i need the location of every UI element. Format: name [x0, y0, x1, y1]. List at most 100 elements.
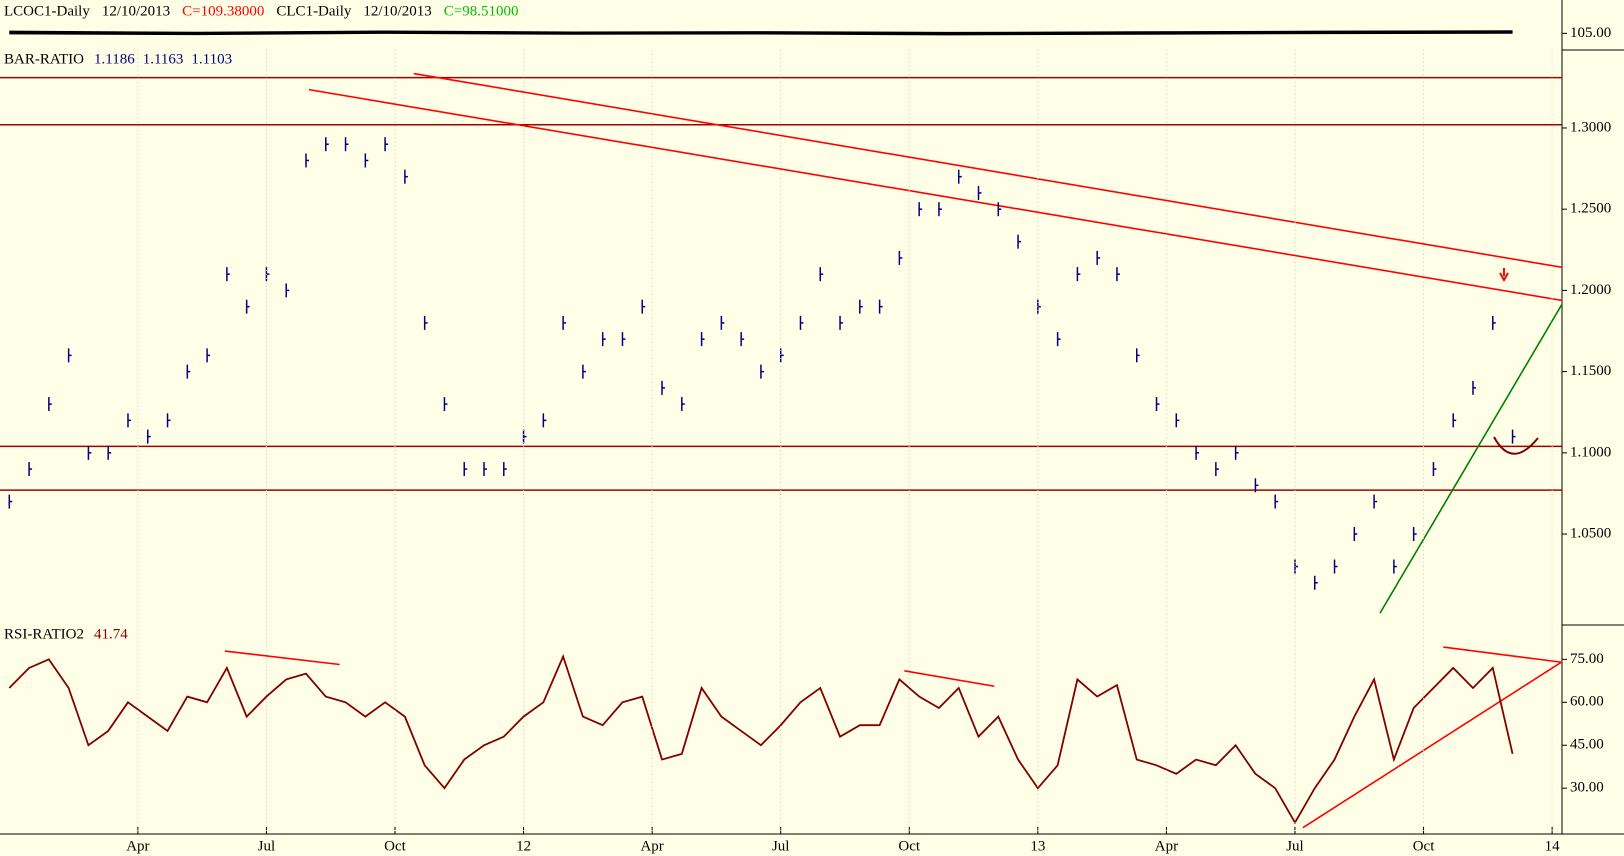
- x-tick-label: 13: [1030, 838, 1045, 854]
- last-value: 1.1103: [191, 51, 232, 67]
- legend-date: 12/10/2013: [363, 3, 431, 19]
- price-bar: [799, 315, 804, 330]
- price-bar: [1412, 527, 1417, 542]
- price-bar: [1234, 445, 1239, 460]
- y-tick-label: 105.00: [1570, 25, 1611, 41]
- price-bar: [226, 267, 230, 282]
- price-bar: [1175, 413, 1180, 428]
- price-bar: [641, 299, 646, 314]
- x-tick-label: Oct: [898, 838, 920, 854]
- y-tick-label: 60.00: [1570, 694, 1604, 710]
- x-tick-label: Jul: [772, 838, 790, 854]
- price-bar: [1373, 494, 1378, 509]
- price-bar: [1135, 348, 1140, 363]
- price-bar: [621, 332, 626, 347]
- panel-title: BAR-RATIO: [4, 51, 84, 67]
- trendline: [1379, 302, 1562, 614]
- x-tick-label: Oct: [1413, 838, 1435, 854]
- trendline: [413, 72, 1562, 269]
- price-bar: [1511, 429, 1516, 444]
- price-bar: [1353, 527, 1358, 542]
- price-bar: [67, 348, 72, 363]
- legend-last-label: C=109.38000: [182, 3, 264, 19]
- legend-date: 12/10/2013: [102, 3, 170, 19]
- price-bar: [1314, 575, 1318, 590]
- price-bar: [1432, 462, 1437, 477]
- legend-name: CLC1-Daily: [276, 3, 351, 19]
- price-bar: [938, 202, 942, 217]
- price-bar: [1076, 267, 1081, 282]
- price-bar: [344, 137, 349, 152]
- price-bar: [760, 364, 764, 379]
- price-bar: [918, 202, 923, 217]
- legend-last-label: C=98.51000: [444, 3, 519, 19]
- price-bar: [977, 185, 982, 200]
- price-line: [9, 31, 1513, 36]
- price-line: [9, 30, 1513, 34]
- price-bar: [1452, 413, 1457, 428]
- x-tick-label: Jul: [258, 838, 276, 854]
- last-value: 1.1186: [94, 51, 135, 67]
- x-tick-label: Apr: [126, 838, 149, 854]
- trendline: [308, 88, 1562, 302]
- price-bar: [898, 250, 903, 265]
- price-bar: [127, 413, 131, 428]
- price-bar: [700, 332, 705, 347]
- price-bar: [1155, 397, 1160, 412]
- price-bar: [878, 299, 883, 314]
- y-tick-label: 1.0500: [1570, 525, 1611, 541]
- price-bar: [166, 413, 171, 428]
- price-bar: [839, 315, 844, 330]
- panel-title: RSI-RATIO2: [4, 626, 84, 642]
- price-bar: [1393, 559, 1397, 574]
- y-tick-label: 1.1500: [1570, 363, 1611, 379]
- price-bar: [601, 332, 606, 347]
- trendline: [904, 670, 995, 688]
- price-bar: [28, 462, 33, 477]
- price-bar: [957, 169, 962, 184]
- price-bar: [305, 153, 309, 168]
- price-bar: [285, 283, 290, 298]
- price-bar: [463, 462, 468, 477]
- x-tick-label: Apr: [640, 838, 663, 854]
- last-value: 1.1163: [143, 51, 184, 67]
- y-tick-label: 45.00: [1570, 737, 1604, 753]
- price-bar: [8, 494, 13, 509]
- x-tick-label: Jul: [1286, 838, 1304, 854]
- panel: [9, 30, 1513, 36]
- x-tick-label: 12: [516, 838, 531, 854]
- price-bar: [1116, 267, 1120, 282]
- price-bar: [87, 445, 92, 460]
- price-bar: [681, 397, 685, 412]
- price-bar: [364, 153, 369, 168]
- last-value: 41.74: [94, 626, 128, 642]
- price-bar: [1492, 315, 1496, 330]
- price-bar: [1056, 332, 1061, 347]
- price-bar: [997, 202, 1002, 217]
- price-bar: [1017, 234, 1022, 249]
- price-bar: [562, 315, 567, 330]
- price-bar: [325, 137, 329, 152]
- price-bar: [1274, 494, 1279, 509]
- price-bar: [443, 397, 448, 412]
- x-tick-label: 14: [1545, 838, 1561, 854]
- price-bar: [384, 137, 389, 152]
- price-bar: [503, 462, 507, 477]
- price-bar: [186, 364, 191, 379]
- arrow-annotation: [1499, 268, 1509, 283]
- price-bar: [404, 169, 408, 184]
- price-bar: [1096, 250, 1101, 265]
- price-bar: [107, 445, 112, 460]
- y-tick-label: 75.00: [1570, 651, 1604, 667]
- price-bar: [423, 315, 428, 330]
- price-bar: [720, 315, 725, 330]
- price-bar: [483, 462, 488, 477]
- y-tick-label: 1.2500: [1570, 201, 1611, 217]
- price-bar: [1195, 445, 1200, 460]
- price-bar: [1254, 478, 1259, 493]
- price-bar: [661, 380, 666, 395]
- price-bar: [542, 413, 547, 428]
